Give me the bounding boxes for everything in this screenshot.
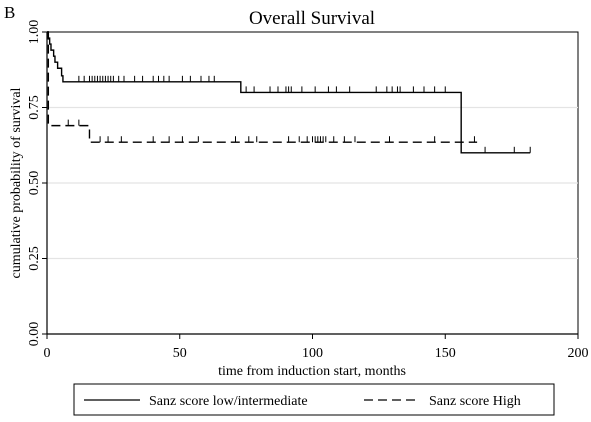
legend-box (73, 383, 555, 416)
chart-title: Overall Survival (249, 8, 375, 29)
series-line-1 (47, 31, 478, 143)
x-tick-label-0: 0 (44, 346, 51, 361)
y-tick-label-1: 0.25 (27, 246, 42, 271)
panel-label: B (4, 3, 15, 22)
x-tick-label-1: 50 (173, 346, 187, 361)
ticks: 0 50 100 150 200 0.00 0.25 0.50 0.75 1.00 (27, 20, 589, 361)
y-tick-label-2: 0.50 (27, 171, 42, 196)
gridlines (47, 106, 578, 260)
censor-marks (67, 75, 531, 153)
legend-label-low-intermediate: Sanz score low/intermediate (149, 394, 308, 409)
y-tick-label-4: 1.00 (27, 20, 42, 45)
series-lines (47, 31, 531, 154)
series-line-0 (47, 31, 531, 154)
y-tick-label-0: 0.00 (27, 322, 42, 347)
x-axis-title: time from induction start, months (218, 364, 406, 379)
legend: Sanz score low/intermediate Sanz score H… (73, 383, 555, 416)
legend-label-high: Sanz score High (429, 394, 521, 409)
y-tick-label-3: 0.75 (27, 95, 42, 120)
x-tick-label-3: 150 (435, 346, 456, 361)
y-axis-title: cumulative probability of survival (9, 87, 24, 278)
x-tick-label-4: 200 (568, 346, 589, 361)
x-tick-label-2: 100 (302, 346, 323, 361)
